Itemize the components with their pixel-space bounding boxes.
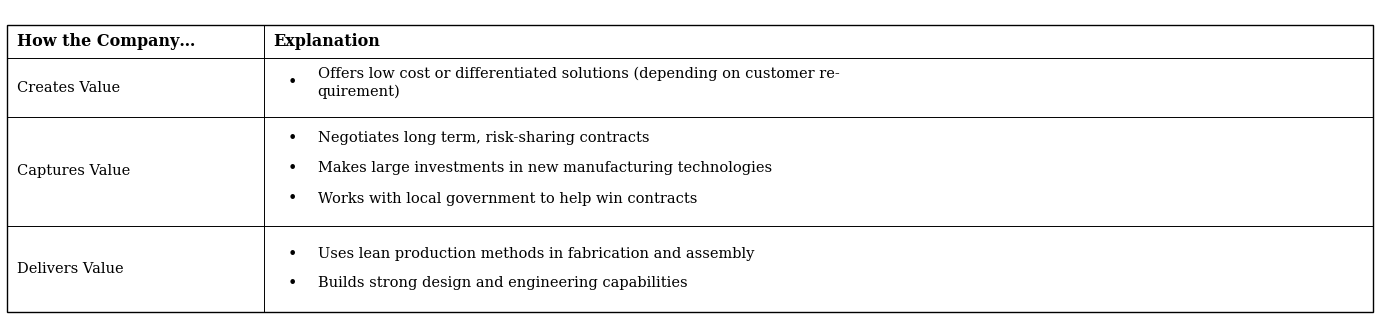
- Text: •: •: [287, 246, 297, 263]
- Text: Delivers Value: Delivers Value: [17, 262, 123, 276]
- Text: Uses lean production methods in fabrication and assembly: Uses lean production methods in fabricat…: [317, 247, 753, 261]
- Text: Builds strong design and engineering capabilities: Builds strong design and engineering cap…: [317, 276, 687, 290]
- Text: Explanation: Explanation: [273, 33, 381, 50]
- Text: Negotiates long term, risk-sharing contracts: Negotiates long term, risk-sharing contr…: [317, 131, 649, 145]
- Text: •: •: [287, 190, 297, 207]
- Text: •: •: [287, 160, 297, 177]
- Text: •: •: [287, 130, 297, 147]
- Text: •: •: [287, 274, 297, 292]
- Text: How the Company…: How the Company…: [17, 33, 195, 50]
- Text: •: •: [287, 74, 297, 92]
- Text: Captures Value: Captures Value: [17, 164, 130, 178]
- Text: Makes large investments in new manufacturing technologies: Makes large investments in new manufactu…: [317, 161, 771, 176]
- Text: Offers low cost or differentiated solutions (depending on customer re-
quirement: Offers low cost or differentiated soluti…: [317, 66, 839, 100]
- Text: Creates Value: Creates Value: [17, 81, 120, 95]
- Text: Works with local government to help win contracts: Works with local government to help win …: [317, 191, 697, 206]
